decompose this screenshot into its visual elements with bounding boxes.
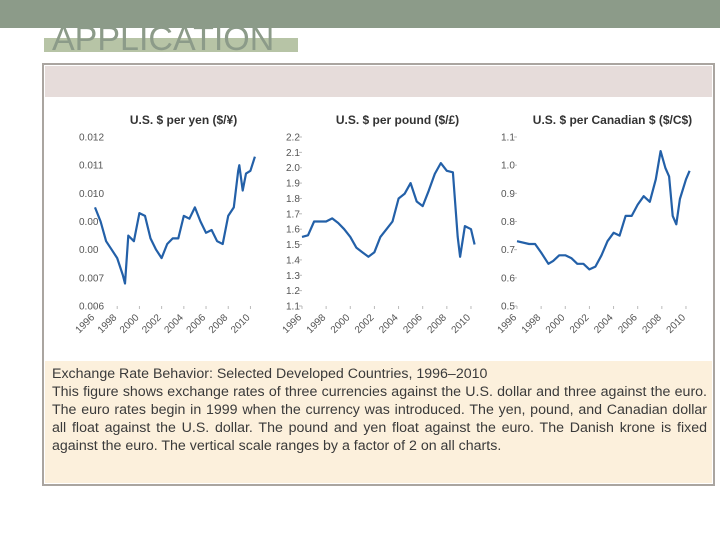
y-tick-label: 2.1	[286, 148, 300, 159]
caption-body: This figure shows exchange rates of thre…	[52, 384, 707, 454]
y-tick-label: 1.3	[286, 271, 300, 282]
y-tick-label: 0.010	[79, 189, 104, 200]
y-tick-label: 0.6	[501, 273, 515, 284]
panel-strip	[45, 66, 712, 97]
y-tick-label: 1.7	[286, 209, 300, 220]
data-line	[301, 162, 476, 258]
title-underline	[44, 38, 298, 52]
data-line	[93, 156, 256, 285]
y-tick-label: 1.1	[286, 302, 300, 313]
slide-title: APPLICATION	[52, 20, 274, 58]
y-tick-label: 1.9	[286, 179, 300, 190]
y-tick-label: 0.9	[501, 189, 515, 200]
y-tick-label: 1.0	[501, 161, 515, 172]
y-tick-label: 2.0	[286, 163, 300, 174]
y-tick-label: 1.4	[286, 255, 300, 266]
caption-box	[45, 361, 712, 483]
y-tick-label: 1.5	[286, 240, 300, 251]
y-tick-label: 0.011	[79, 161, 104, 172]
y-tick-label: 1.6	[286, 225, 300, 236]
y-tick-label: 0.00	[79, 245, 99, 256]
top-band	[0, 0, 720, 28]
y-tick-label: 0.007	[79, 273, 104, 284]
y-tick-label: 0.7	[501, 245, 515, 256]
y-tick-label: 0.00	[79, 217, 99, 228]
chart-title: U.S. $ per yen ($/¥)	[130, 113, 237, 127]
chart-title: U.S. $ per Canadian $ ($/C$)	[533, 113, 692, 127]
y-tick-label: 2.2	[286, 133, 300, 144]
y-tick-label: 0.5	[501, 302, 515, 313]
y-tick-label: 0.012	[79, 133, 104, 144]
chart-title: U.S. $ per pound ($/£)	[336, 113, 459, 127]
caption-heading: Exchange Rate Behavior: Selected Develop…	[52, 366, 488, 382]
y-tick-label: 0.006	[79, 302, 104, 313]
y-tick-label: 1.8	[286, 194, 300, 205]
y-tick-label: 1.1	[501, 133, 515, 144]
y-tick-label: 1.2	[286, 286, 300, 297]
y-tick-label: 0.8	[501, 217, 515, 228]
data-line	[516, 150, 691, 271]
